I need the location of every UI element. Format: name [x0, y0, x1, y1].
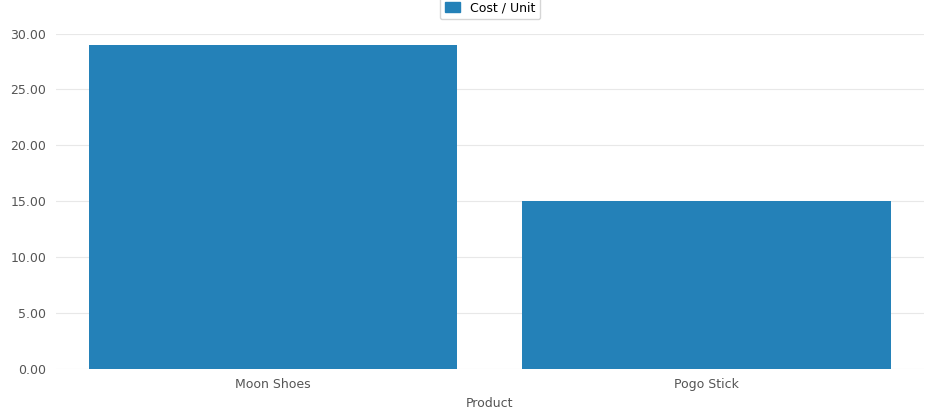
X-axis label: Product: Product — [466, 397, 513, 410]
Legend: Cost / Unit: Cost / Unit — [439, 0, 540, 19]
Bar — [89, 45, 457, 369]
Bar — [522, 201, 891, 369]
